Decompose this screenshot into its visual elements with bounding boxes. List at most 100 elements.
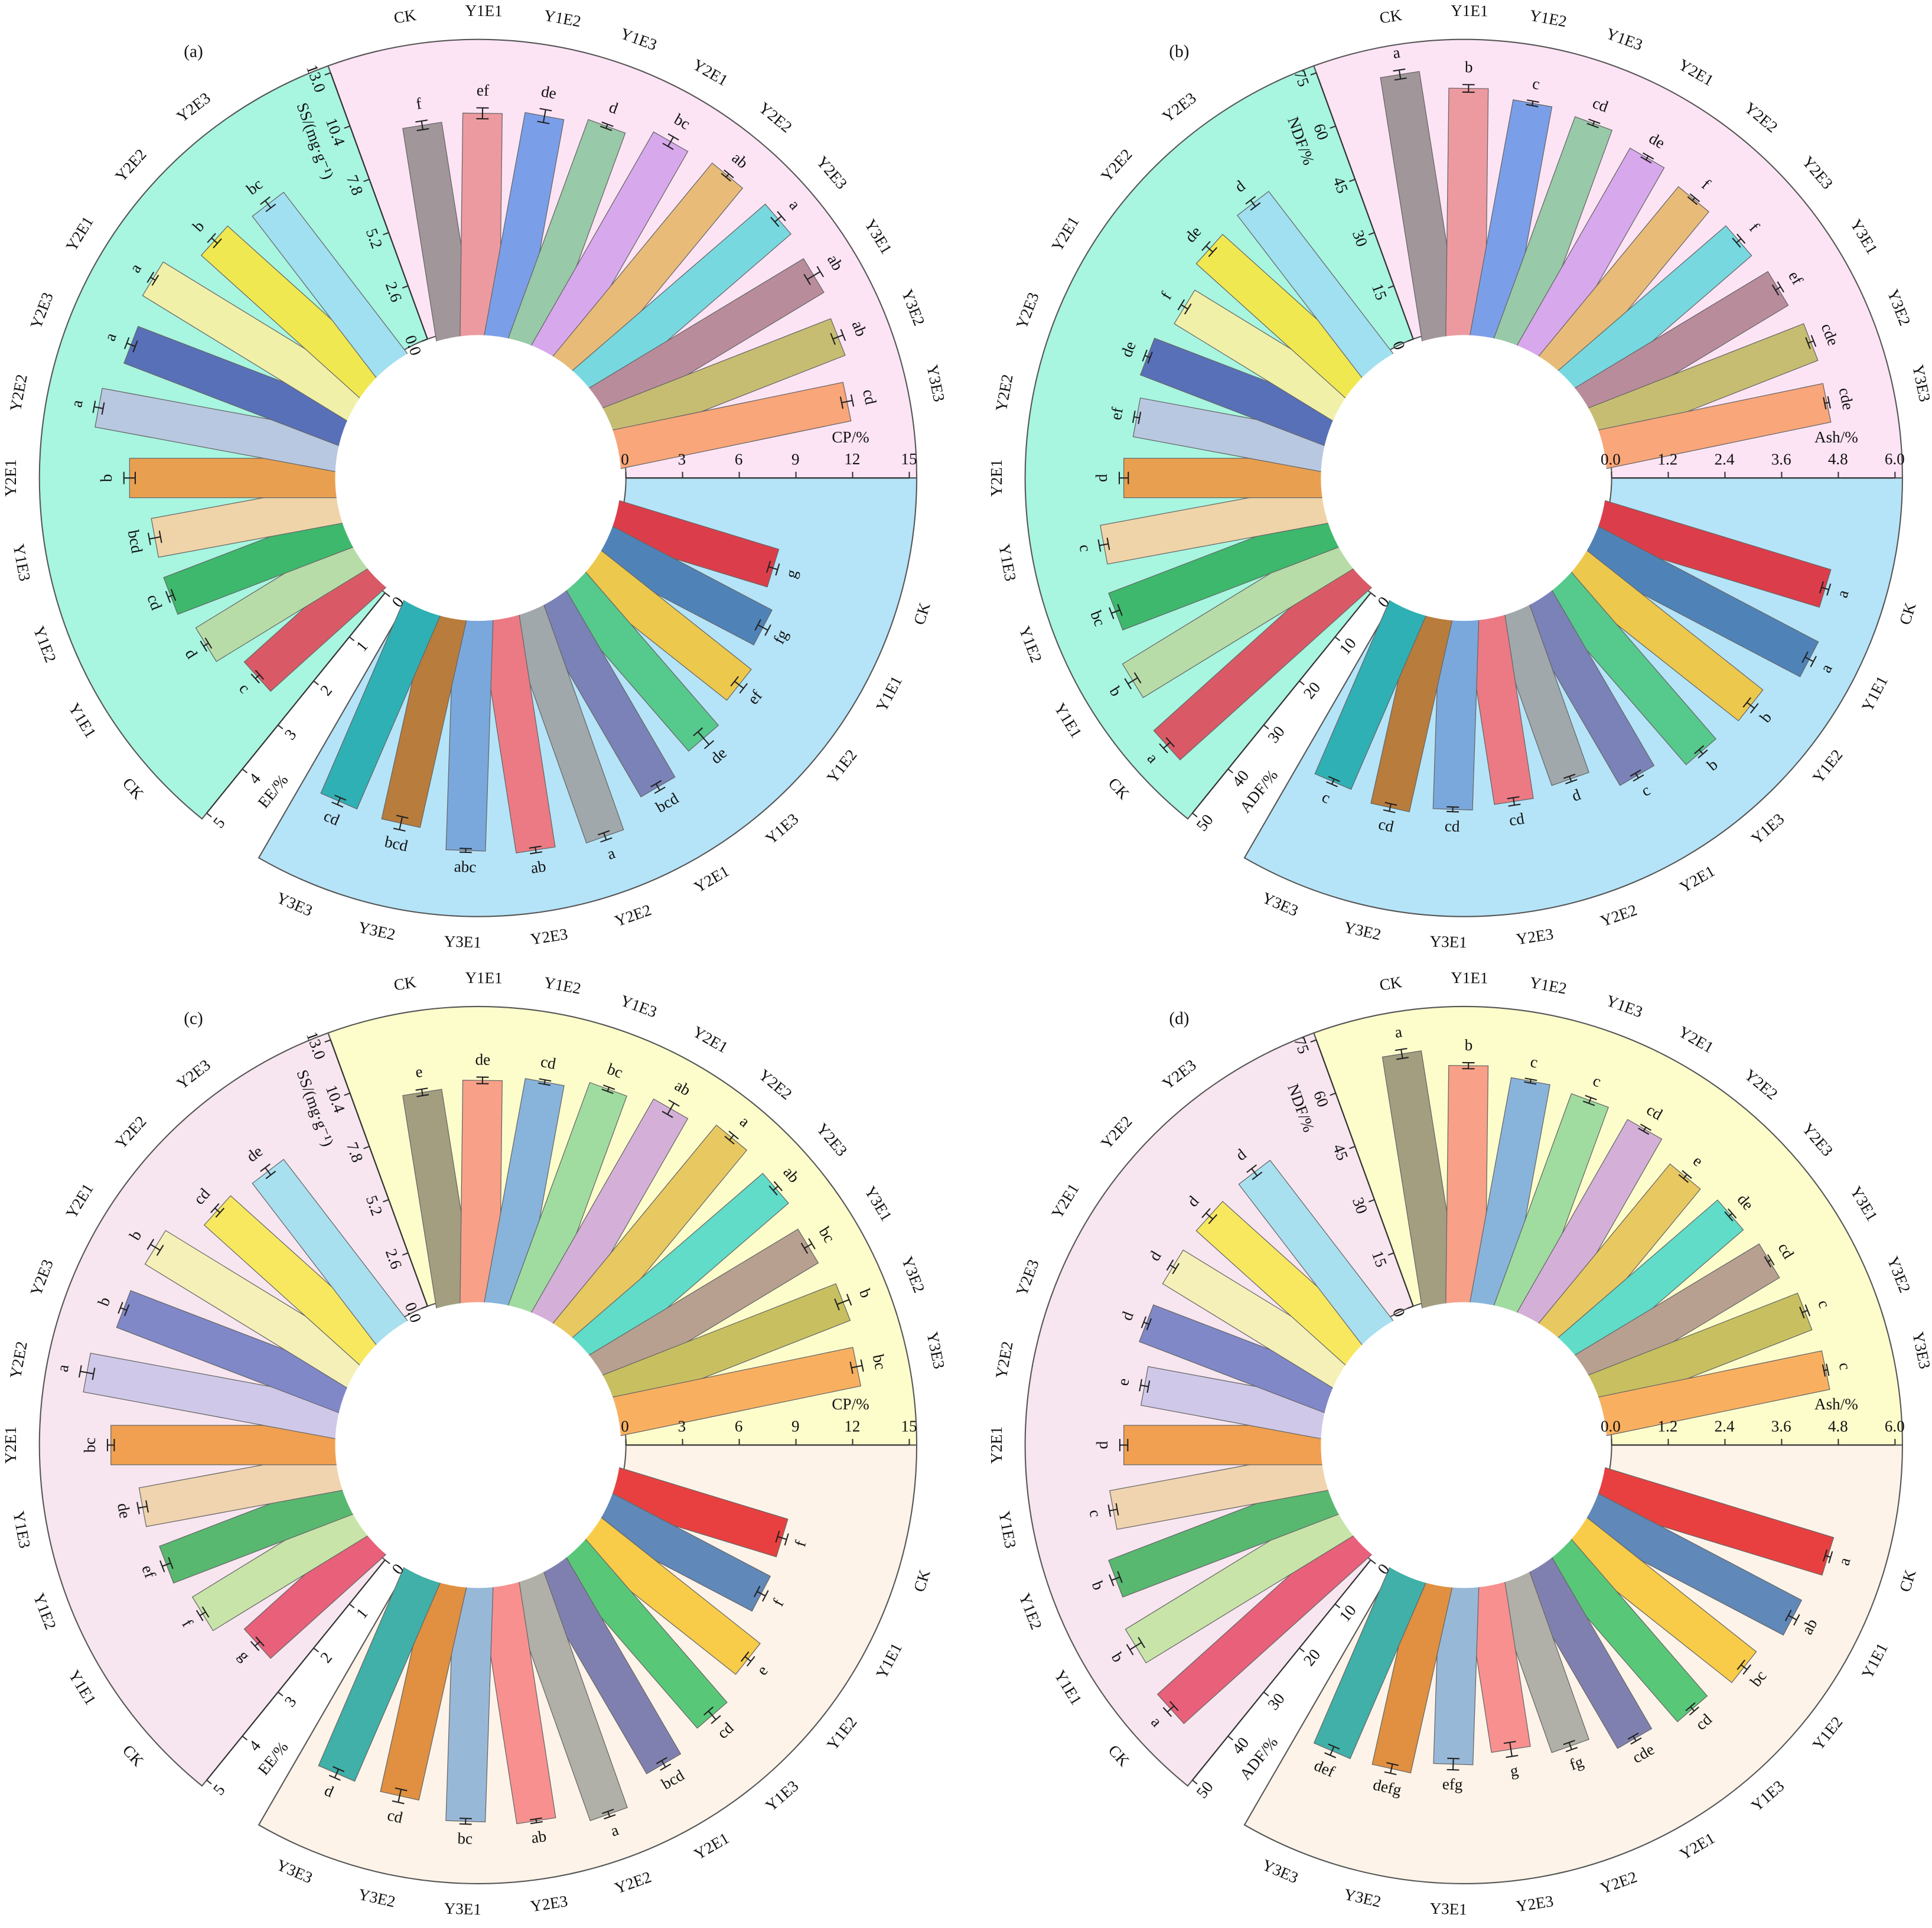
error-bar [1736, 1659, 1752, 1675]
error-bar [601, 1084, 615, 1095]
category-label: CK [1379, 973, 1403, 994]
error-bar [1139, 1379, 1151, 1393]
error-bar [200, 637, 213, 652]
category-label: Y3E3 [1259, 1856, 1301, 1887]
category-label: Y2E3 [1515, 925, 1555, 948]
category-label: Y3E2 [357, 918, 397, 943]
tick-mark [1263, 724, 1269, 729]
error-bar [1462, 1061, 1475, 1070]
error-bar [1819, 581, 1832, 596]
error-bar [740, 1651, 755, 1667]
category-label: CK [910, 1567, 934, 1594]
significance-letter: a [1392, 43, 1402, 62]
error-bar [1142, 349, 1153, 364]
inner-hole [1321, 335, 1607, 621]
error-bar [650, 780, 666, 794]
significance-letter: c [1076, 543, 1095, 553]
error-bar [146, 271, 159, 286]
tick-mark [313, 680, 319, 686]
axis-line [1315, 72, 1414, 340]
error-bar [415, 1087, 429, 1097]
error-bar [834, 1294, 852, 1311]
tick-mark [348, 1603, 355, 1608]
category-label: Y1E3 [1604, 992, 1645, 1021]
tick-mark [1310, 72, 1317, 76]
category-label: CK [1105, 774, 1133, 803]
axis-line [1191, 592, 1371, 814]
category-label: Y3E1 [861, 216, 895, 258]
error-bar [1119, 1439, 1129, 1451]
category-label: Y2E1 [691, 1829, 732, 1864]
error-bar [537, 108, 552, 125]
tick-label: 15 [901, 1417, 917, 1435]
significance-letter: a [1393, 1022, 1403, 1041]
category-label: Y2E2 [755, 1066, 796, 1103]
tick-mark [1227, 768, 1233, 774]
tick-mark [1349, 1145, 1356, 1149]
tick-label: 20 [1300, 679, 1324, 702]
tick-label: 3 [281, 1693, 300, 1710]
category-label: Y1E3 [9, 1510, 34, 1550]
category-label: Y2E3 [1799, 1120, 1836, 1160]
category-label: Y2E1 [1676, 56, 1717, 89]
tick-mark [242, 1735, 248, 1741]
error-bar [1245, 196, 1261, 211]
inner-hole [335, 335, 621, 621]
error-bar [476, 107, 489, 120]
error-bar [1159, 737, 1175, 754]
error-bar [1177, 299, 1192, 315]
significance-letter: b [1465, 1036, 1473, 1054]
error-bar [1640, 152, 1654, 164]
significance-letter: cd [1444, 817, 1460, 835]
category-label: Y1E2 [542, 973, 582, 998]
tick-mark [385, 1559, 390, 1565]
category-label: Y1E3 [618, 992, 659, 1021]
error-bar [1507, 796, 1521, 807]
tick-mark [242, 768, 248, 774]
category-label: Y2E3 [27, 1257, 57, 1298]
error-bar [136, 1500, 149, 1515]
significance-letter: c [1836, 1361, 1855, 1372]
panel-title: (a) [184, 42, 203, 61]
error-bar [1764, 1254, 1775, 1268]
tick-mark [278, 724, 284, 729]
error-bar [754, 619, 771, 636]
category-label: Y2E1 [62, 213, 97, 255]
error-bar [1201, 1208, 1218, 1224]
category-label: Y3E1 [1847, 216, 1881, 258]
category-label: Y1E2 [1528, 6, 1568, 31]
axis-line [1315, 1040, 1414, 1307]
category-label: Y2E1 [1677, 862, 1718, 896]
category-label: Y1E3 [9, 543, 34, 583]
category-label: Y3E3 [923, 363, 948, 403]
category-label: Y1E1 [1451, 969, 1488, 987]
significance-letter: ef [1107, 405, 1127, 421]
category-label: Y3E3 [274, 1856, 315, 1887]
category-label: Y1E2 [1015, 1591, 1045, 1632]
error-bar [538, 1078, 552, 1086]
error-bar [1678, 1170, 1692, 1183]
axis-line [206, 592, 386, 814]
category-label: Y1E2 [1528, 973, 1568, 998]
error-bar [1118, 471, 1129, 484]
tick-mark [348, 636, 355, 641]
tick-mark [1227, 1735, 1233, 1741]
category-label: Y3E3 [923, 1330, 948, 1370]
axis-line [330, 72, 428, 340]
tick-label: 3 [678, 1417, 686, 1435]
significance-letter: a [54, 1363, 73, 1373]
category-label: Y1E3 [1604, 24, 1645, 54]
tick-label: 6.0 [1885, 450, 1905, 468]
error-bar [1109, 604, 1123, 620]
category-label: Y2E3 [27, 290, 57, 331]
category-label: Y2E1 [690, 1022, 731, 1056]
error-bar [766, 561, 780, 576]
category-label: Y2E3 [1799, 153, 1836, 193]
tick-mark [324, 72, 331, 76]
tick-label: 30 [1264, 722, 1288, 746]
error-bar [1630, 769, 1644, 782]
tick-label: 5 [210, 814, 229, 831]
panel-title: (c) [184, 1009, 203, 1028]
category-label: Y2E1 [1676, 1022, 1717, 1056]
error-bar [1823, 396, 1831, 410]
